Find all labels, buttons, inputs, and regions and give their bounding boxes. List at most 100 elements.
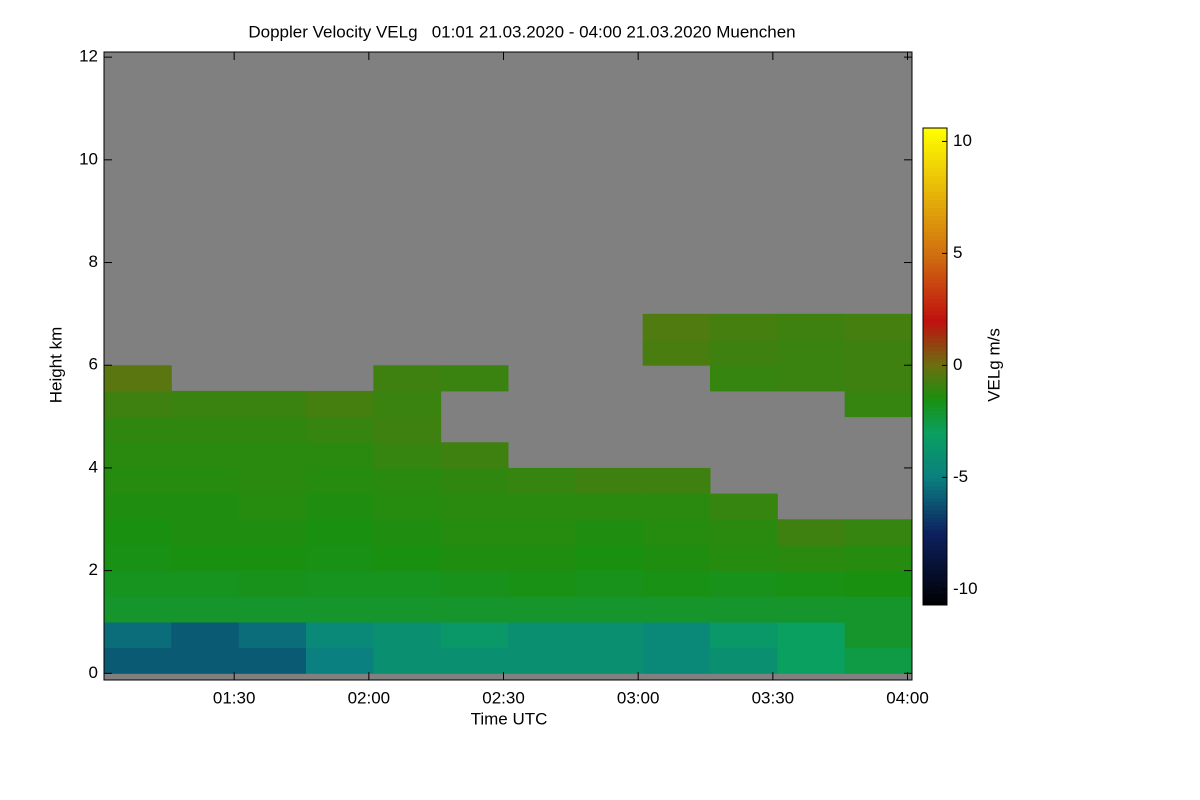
heatmap-cell — [508, 493, 576, 520]
y-tick-label: 0 — [89, 663, 98, 682]
heatmap-cell — [508, 570, 576, 597]
chart-title: Doppler Velocity VELg 01:01 21.03.2020 -… — [248, 22, 795, 41]
colorbar-tick-label: -5 — [953, 467, 968, 486]
colorbar-segment — [923, 529, 947, 534]
colorbar-segment — [923, 179, 947, 185]
heatmap-cell — [844, 339, 913, 366]
colorbar-segment — [923, 477, 947, 483]
heatmap-cell — [373, 442, 442, 469]
colorbar-segment — [923, 541, 947, 546]
colorbar-segment — [923, 155, 947, 161]
heatmap-cell — [373, 647, 442, 674]
heatmap-cell — [238, 493, 307, 520]
heatmap-cell — [844, 544, 913, 572]
heatmap-cell — [440, 493, 509, 520]
colorbar-segment — [923, 545, 947, 550]
heatmap-cell — [373, 365, 442, 392]
heatmap-cell — [171, 621, 240, 649]
heatmap-cell — [306, 442, 374, 469]
colorbar-segment — [923, 139, 947, 145]
heatmap-cell — [642, 467, 711, 495]
heatmap-cell — [777, 570, 846, 597]
colorbar-segment — [923, 521, 947, 526]
colorbar-segment — [923, 354, 947, 360]
heatmap-cell — [306, 596, 374, 623]
colorbar-segment — [923, 461, 947, 467]
colorbar-segment — [923, 163, 947, 169]
colorbar-segment — [923, 406, 947, 411]
colorbar-segment — [923, 243, 947, 248]
colorbar-segment — [923, 195, 947, 201]
colorbar-segment — [923, 263, 947, 268]
heatmap-cell — [306, 390, 374, 418]
colorbar-segment — [923, 398, 947, 403]
colorbar-segment — [923, 501, 947, 507]
colorbar-segment — [923, 183, 947, 189]
y-tick-label: 4 — [89, 457, 98, 476]
colorbar-segment — [923, 227, 947, 232]
heatmap-cell — [104, 467, 172, 495]
colorbar-segment — [923, 326, 947, 332]
heatmap-cell — [642, 647, 711, 674]
heatmap-cell — [642, 313, 711, 341]
heatmap-cell — [710, 596, 778, 623]
colorbar-segment — [923, 211, 947, 216]
heatmap-cell — [508, 544, 576, 572]
colorbar-segment — [923, 430, 947, 435]
heatmap-cell — [104, 519, 172, 546]
colorbar-segment — [923, 517, 947, 523]
heatmap-cell — [306, 493, 374, 520]
colorbar-frame — [922, 127, 948, 606]
heatmap-cell — [642, 621, 711, 649]
heatmap-cell — [104, 390, 172, 418]
heatmap-cell — [373, 493, 442, 520]
colorbar-segment — [923, 247, 947, 252]
heatmap-cell — [575, 519, 644, 546]
colorbar-segment — [923, 338, 947, 344]
heatmap-cell — [171, 596, 240, 623]
x-tick-label: 02:30 — [482, 688, 525, 707]
colorbar-segment — [923, 485, 947, 491]
heatmap-cell — [238, 570, 307, 597]
colorbar-segment — [923, 434, 947, 439]
x-tick-label: 01:30 — [213, 688, 256, 707]
colorbar-segment — [923, 346, 947, 352]
colorbar-segment — [923, 473, 947, 479]
colorbar-segment — [923, 573, 947, 578]
heatmap-cell — [373, 416, 442, 443]
heatmap-cell — [844, 570, 913, 597]
colorbar-tick-label: -10 — [953, 579, 978, 598]
heatmap-cell — [575, 467, 644, 495]
colorbar-segment — [923, 525, 947, 530]
heatmap-cell — [373, 390, 442, 418]
y-tick-label: 10 — [79, 149, 98, 168]
heatmap-cell — [710, 493, 778, 520]
heatmap-cell — [508, 596, 576, 623]
colorbar-segment — [923, 322, 947, 328]
colorbar-segment — [923, 358, 947, 364]
colorbar-segment — [923, 446, 947, 451]
colorbar-segment — [923, 302, 947, 308]
colorbar-segment — [923, 497, 947, 503]
colorbar-segment — [923, 219, 947, 224]
colorbar-segment — [923, 310, 947, 316]
colorbar-segment — [923, 362, 947, 367]
heatmap-cell — [238, 519, 307, 546]
heatmap-cell — [171, 467, 240, 495]
colorbar-segment — [923, 378, 947, 383]
heatmap-cell — [440, 467, 509, 495]
colorbar-segment — [923, 561, 947, 566]
y-tick-label: 6 — [89, 355, 98, 374]
heatmap-cell — [171, 416, 240, 443]
colorbar-segment — [923, 171, 947, 177]
colorbar-segment — [923, 453, 947, 459]
colorbar-segment — [923, 271, 947, 276]
colorbar-segment — [923, 191, 947, 197]
heatmap-cell — [104, 365, 172, 392]
colorbar-segment — [923, 151, 947, 157]
colorbar-segment — [923, 382, 947, 387]
heatmap-cell — [306, 416, 374, 443]
colorbar-segment — [923, 593, 947, 598]
colorbar-segment — [923, 143, 947, 149]
